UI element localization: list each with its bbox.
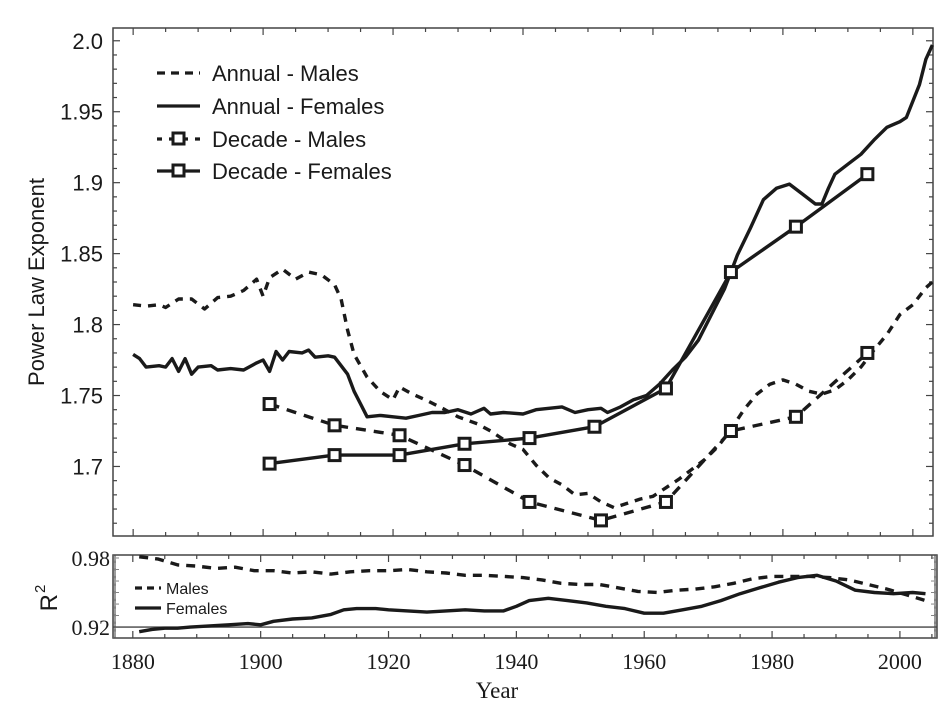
- data-point-marker: [593, 513, 608, 528]
- data-point-marker: [860, 345, 875, 360]
- x-axis-label: Year: [476, 678, 519, 703]
- top-legend: Annual - Males Annual - Females Decade -…: [157, 61, 392, 184]
- legend-item-annual-males: Annual - Males: [157, 61, 359, 86]
- data-point-marker: [723, 265, 738, 280]
- legend-item-annual-females: Annual - Females: [157, 94, 384, 119]
- top-y-axis-label: Power Law Exponent: [24, 178, 49, 386]
- data-point-marker: [788, 409, 803, 424]
- data-point-marker: [392, 448, 407, 463]
- legend-label: Annual - Males: [212, 61, 359, 86]
- legend-label: Males: [166, 581, 209, 598]
- data-point-marker: [327, 418, 342, 433]
- y-tick-label: 2.0: [72, 29, 103, 54]
- x-tick-label: 1920: [367, 649, 411, 674]
- y-tick-label: 1.95: [60, 100, 103, 125]
- power-law-panel: 1.7 1.75 1.8 1.85 1.9 1.95 2.0 Power Law Expon…: [24, 27, 934, 537]
- y-tick-label: 1.75: [60, 384, 103, 409]
- data-point-marker: [457, 436, 472, 451]
- y-tick-label: 0.98: [72, 546, 111, 571]
- series-line-decade-females: [269, 172, 869, 466]
- bottom-axis-ticks: [113, 555, 937, 638]
- bottom-y-tick-labels: 0.92 0.98: [72, 546, 111, 640]
- y-tick-label: 1.85: [60, 242, 103, 267]
- series-line-annual-males: [132, 267, 934, 510]
- y-tick-label: 1.7: [72, 454, 103, 479]
- top-series-group: [132, 44, 934, 528]
- bottom-y-axis-label: R2: [32, 585, 63, 612]
- series-annual-females: [132, 44, 934, 420]
- data-point-marker: [788, 219, 803, 234]
- y-tick-label: 1.8: [72, 313, 103, 338]
- legend-label: Decade - Females: [212, 159, 392, 184]
- data-point-marker: [860, 167, 875, 182]
- series-males: [138, 555, 926, 603]
- data-point-marker: [658, 494, 673, 509]
- x-tick-label: 1940: [494, 649, 538, 674]
- legend-label: Annual - Females: [212, 94, 384, 119]
- series-line-females: [138, 573, 926, 634]
- data-point-marker: [327, 448, 342, 463]
- data-point-marker: [262, 456, 277, 471]
- series-line-annual-females: [132, 44, 934, 420]
- r-squared-panel: 0.92 0.98 1880 1900 1920 1940 1960 1980 2000 R2…: [32, 546, 938, 703]
- series-annual-males: [132, 267, 934, 510]
- x-tick-label: 2000: [878, 649, 922, 674]
- x-tick-label: 1960: [622, 649, 666, 674]
- x-tick-labels: 1880 1900 1920 1940 1960 1980 2000: [111, 649, 922, 674]
- y-tick-label: 1.9: [72, 171, 103, 196]
- data-point-marker: [658, 381, 673, 396]
- bottom-plot-frame: [112, 554, 938, 639]
- square-marker-icon: [171, 163, 186, 178]
- series-females: [138, 573, 926, 634]
- legend-item-females: Females: [135, 601, 227, 618]
- top-y-tick-labels: 1.7 1.75 1.8 1.85 1.9 1.95 2.0: [60, 29, 103, 480]
- r-squared-superscript: 2: [32, 585, 49, 593]
- series-decade-females: [262, 167, 875, 471]
- legend-item-decade-females: Decade - Females: [157, 159, 392, 184]
- legend-item-decade-males: Decade - Males: [157, 127, 366, 152]
- x-tick-label: 1900: [239, 649, 283, 674]
- legend-label: Females: [166, 601, 227, 618]
- data-point-marker: [392, 428, 407, 443]
- series-decade-males: [262, 345, 875, 528]
- x-tick-label: 1880: [111, 649, 155, 674]
- data-point-marker: [262, 397, 277, 412]
- data-point-marker: [457, 458, 472, 473]
- data-point-marker: [522, 431, 537, 446]
- legend-label: Decade - Males: [212, 127, 366, 152]
- bottom-series-group: [138, 555, 926, 634]
- y-tick-label: 0.92: [72, 615, 111, 640]
- data-point-marker: [522, 494, 537, 509]
- data-point-marker: [587, 419, 602, 434]
- r-squared-base: R: [36, 594, 63, 611]
- series-line-decade-males: [269, 351, 869, 523]
- bottom-legend: Males Females: [135, 581, 227, 618]
- data-point-marker: [723, 423, 738, 438]
- legend-item-males: Males: [135, 581, 209, 598]
- square-marker-icon: [171, 131, 186, 146]
- series-line-males: [138, 555, 926, 603]
- x-tick-label: 1980: [750, 649, 794, 674]
